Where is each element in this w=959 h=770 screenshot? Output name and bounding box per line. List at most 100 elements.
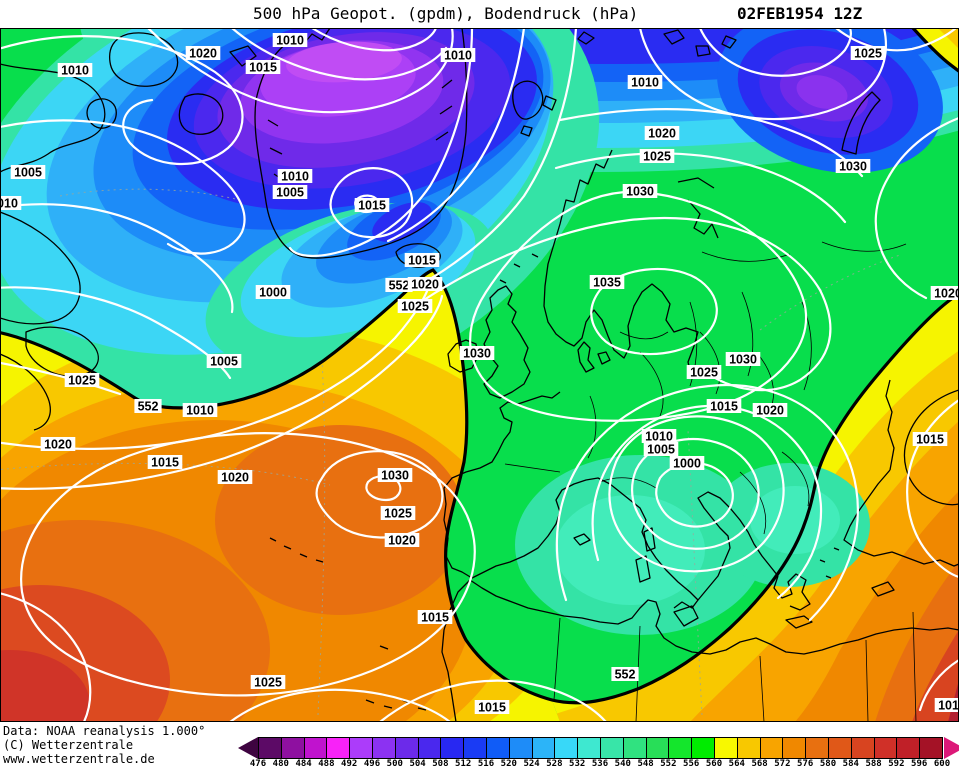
colorbar-tick-label: 596 <box>911 759 928 769</box>
svg-text:1025: 1025 <box>643 150 671 164</box>
colorbar-cell <box>463 738 486 758</box>
svg-text:1025: 1025 <box>384 507 412 521</box>
colorbar-cell <box>440 738 464 758</box>
svg-text:1030: 1030 <box>381 469 409 483</box>
contour-label: 1020 <box>407 277 443 292</box>
contour-label: 1025 <box>380 506 416 521</box>
svg-text:1035: 1035 <box>593 276 621 290</box>
colorbar-tick-label: 528 <box>546 759 563 769</box>
svg-text:1020: 1020 <box>411 278 439 292</box>
footer-website-link[interactable]: www.wetterzentrale.de <box>3 752 155 766</box>
colorbar-tick-label: 552 <box>660 759 677 769</box>
colorbar-cell <box>896 738 920 758</box>
colorbar-tick-label: 476 <box>249 759 267 769</box>
colorbar-cell <box>622 738 646 758</box>
weather-map-canvas: 1010102010101015101010051010101010051015… <box>0 28 959 722</box>
svg-text:1015: 1015 <box>478 701 506 715</box>
svg-text:1020: 1020 <box>44 438 72 452</box>
contour-label: 1010 <box>57 63 93 78</box>
colorbar-tick-label: 488 <box>318 759 335 769</box>
contour-label: 1020 <box>644 126 680 141</box>
colorbar-cell <box>782 738 806 758</box>
svg-text:1020: 1020 <box>934 287 959 301</box>
svg-text:1010: 1010 <box>0 197 18 211</box>
svg-text:1020: 1020 <box>388 534 416 548</box>
contour-labels: 1010102010101015101010051010101010051015… <box>0 33 959 715</box>
contour-label: 1015 <box>245 60 281 75</box>
colorbar-tick-label: 556 <box>683 759 700 769</box>
svg-text:1005: 1005 <box>647 443 675 457</box>
svg-text:1005: 1005 <box>14 166 42 180</box>
colorbar-tick-label: 484 <box>295 759 312 769</box>
contour-label: 1010 <box>272 33 308 48</box>
contour-label: 1020 <box>217 470 253 485</box>
colorbar-left-arrow <box>238 737 258 759</box>
colorbar-tick-label: 492 <box>341 759 358 769</box>
colorbar-tick-label: 520 <box>500 759 517 769</box>
colorbar-tick-label: 572 <box>774 759 791 769</box>
footer: Data: NOAA reanalysis 1.000° (C) Wetterz… <box>0 722 959 770</box>
colorbar-tick-label: 592 <box>888 759 905 769</box>
colorbar-tick-label: 588 <box>865 759 882 769</box>
isobars <box>0 28 959 722</box>
weather-map: 1010102010101015101010051010101010051015… <box>0 28 959 722</box>
colorbar-tick-label: 576 <box>797 759 814 769</box>
contour-label: 1005 <box>272 185 308 200</box>
contour-label: 552 <box>134 399 162 414</box>
contour-label: 1015 <box>912 432 948 447</box>
svg-text:1015: 1015 <box>916 433 944 447</box>
contour-label: 1020 <box>185 46 221 61</box>
contour-label: 1010 <box>182 403 218 418</box>
contour-label: 1010 <box>440 48 476 63</box>
contour-label: 1025 <box>397 299 433 314</box>
page-title: 500 hPa Geopot. (gpdm), Bodendruck (hPa) <box>253 4 639 23</box>
colorbar-tick-label: 540 <box>614 759 631 769</box>
svg-text:1025: 1025 <box>401 300 429 314</box>
colorbar-cell <box>349 738 372 758</box>
colorbar-cell <box>303 738 327 758</box>
contour-label: 1020 <box>384 533 420 548</box>
svg-text:1010: 1010 <box>631 76 659 90</box>
contour-label: 1005 <box>643 442 679 457</box>
footer-copyright: (C) Wetterzentrale <box>3 738 134 752</box>
svg-text:1015: 1015 <box>421 611 449 625</box>
svg-text:1020: 1020 <box>648 127 676 141</box>
colorbar-tick-label: 580 <box>819 759 837 769</box>
contour-label: 552 <box>611 667 639 682</box>
contour-label: 1015 <box>706 399 742 414</box>
contour-label: 1010 <box>641 429 677 444</box>
svg-text:1030: 1030 <box>463 347 491 361</box>
title-bar: 500 hPa Geopot. (gpdm), Bodendruck (hPa)… <box>0 0 959 28</box>
colorbar-tick-label: 584 <box>842 759 859 769</box>
svg-text:1025: 1025 <box>254 676 282 690</box>
colorbar-cell <box>417 738 441 758</box>
colorbar-cell <box>759 738 783 758</box>
svg-text:1030: 1030 <box>729 353 757 367</box>
contour-label: 1030 <box>622 184 658 199</box>
colorbar-ticks: 476 480 484 488 492 496 500 504 508 512 516 520 524 5… <box>0 759 959 770</box>
colorbar-cell <box>919 738 942 758</box>
svg-text:1030: 1030 <box>626 185 654 199</box>
colorbar-cell <box>259 738 281 758</box>
colorbar-cell <box>554 738 578 758</box>
colorbar-cell <box>371 738 395 758</box>
contour-label: 552 <box>385 278 413 293</box>
colorbar-cell <box>394 738 418 758</box>
svg-text:1015: 1015 <box>938 699 959 713</box>
contour-label: 1020 <box>930 286 959 301</box>
colorbar-tick-label: 512 <box>455 759 472 769</box>
colorbar-tick-label: 548 <box>637 759 654 769</box>
svg-text:1010: 1010 <box>186 404 214 418</box>
svg-text:1000: 1000 <box>259 286 287 300</box>
colorbar-cell <box>736 738 760 758</box>
svg-text:1010: 1010 <box>61 64 89 78</box>
contour-label: 1015 <box>474 700 510 715</box>
colorbar <box>258 737 943 759</box>
svg-text:1025: 1025 <box>854 47 882 61</box>
contour-label: 1030 <box>725 352 761 367</box>
svg-text:552: 552 <box>138 400 159 414</box>
svg-text:1015: 1015 <box>151 456 179 470</box>
colorbar-tick-label: 504 <box>409 759 426 769</box>
colorbar-tick-label: 480 <box>272 759 289 769</box>
